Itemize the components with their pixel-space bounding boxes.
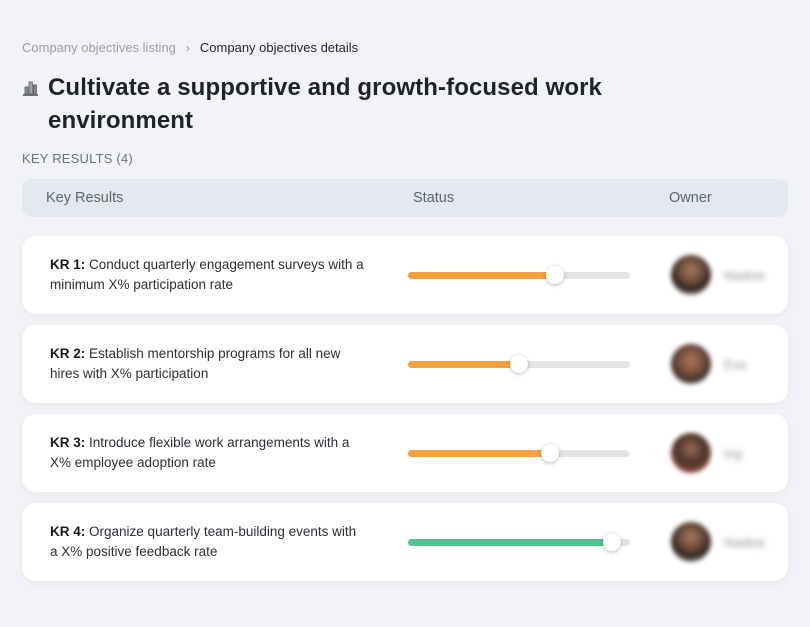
owner-cell: Nadine [658, 522, 765, 562]
status-cell [408, 355, 658, 373]
slider-thumb[interactable] [510, 355, 528, 373]
slider-thumb[interactable] [545, 266, 564, 284]
status-cell [408, 266, 658, 284]
column-header-status: Status [413, 190, 455, 206]
kr-description: KR 3: Introduce flexible work arrangemen… [50, 435, 350, 470]
owner-name: Nadine [724, 534, 766, 550]
owner-cell: Ing [658, 433, 764, 473]
kr-description: KR 1: Conduct quarterly engagement surve… [50, 257, 364, 292]
progress-slider[interactable] [408, 444, 630, 462]
owner-name: Nadine [724, 267, 766, 283]
breadcrumb-separator-icon: › [185, 40, 190, 55]
page-title: Cultivate a supportive and growth-focuse… [48, 74, 602, 134]
column-header-owner: Owner [669, 190, 712, 206]
column-header-key-results: Key Results [46, 190, 124, 206]
kr-description: KR 2: Establish mentorship programs for … [50, 346, 341, 381]
table-row[interactable]: KR 3: Introduce flexible work arrangemen… [22, 414, 788, 492]
breadcrumb-current-page: Company objectives details [199, 40, 359, 55]
progress-slider[interactable] [408, 355, 630, 373]
kr-description: KR 4: Organize quarterly team-building e… [50, 524, 357, 559]
avatar [671, 344, 711, 384]
table-row[interactable]: KR 2: Establish mentorship programs for … [22, 325, 788, 403]
owner-cell: Eva [658, 344, 764, 384]
status-cell [408, 444, 658, 462]
avatar [671, 522, 711, 562]
status-cell [408, 533, 658, 551]
table-row[interactable]: KR 1: Conduct quarterly engagement surve… [22, 236, 788, 314]
progress-slider[interactable] [408, 533, 630, 551]
objective-details-page: Company objectives listing › Company obj… [22, 40, 788, 581]
slider-thumb[interactable] [541, 444, 560, 462]
avatar [671, 255, 711, 295]
table-header: Key Results Status Owner [22, 179, 788, 217]
key-results-count-label: KEY RESULTS (4) [22, 151, 133, 166]
owner-cell: Nadine [658, 255, 765, 295]
breadcrumb-listing-link[interactable]: Company objectives listing [22, 40, 176, 55]
avatar [671, 433, 711, 473]
breadcrumb: Company objectives listing › Company obj… [22, 40, 788, 55]
title-row: Cultivate a supportive and growth-focuse… [22, 71, 788, 137]
progress-slider[interactable] [408, 266, 630, 284]
owner-name: Eva [724, 356, 747, 372]
slider-thumb[interactable] [603, 533, 622, 551]
owner-name: Ing [724, 445, 743, 461]
city-buildings-icon [22, 71, 48, 102]
table-row[interactable]: KR 4: Organize quarterly team-building e… [22, 503, 788, 581]
